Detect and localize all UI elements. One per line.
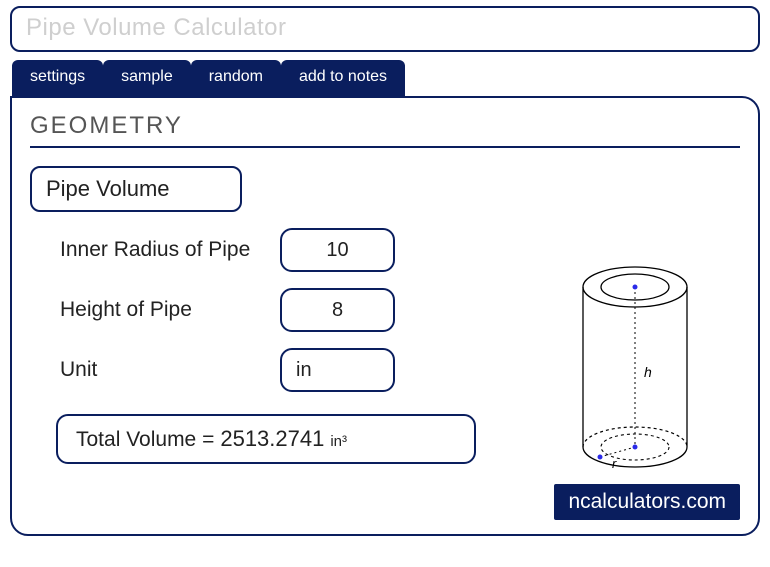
radius-line <box>600 447 635 457</box>
result-value: 2513.2741 <box>220 426 324 452</box>
fields: Inner Radius of Pipe 10 Height of Pipe 8… <box>30 222 550 497</box>
label-unit: Unit <box>60 357 280 383</box>
tab-add-to-notes[interactable]: add to notes <box>281 60 405 96</box>
input-height[interactable]: 8 <box>280 288 395 332</box>
page-title-box: Pipe Volume Calculator <box>10 6 760 52</box>
row-unit: Unit in <box>60 348 550 392</box>
row-inner-radius: Inner Radius of Pipe 10 <box>60 228 550 272</box>
brand-badge: ncalculators.com <box>554 484 740 520</box>
center-bottom-point <box>633 445 638 450</box>
label-r: r <box>612 456 617 471</box>
calculator-panel: GEOMETRY Pipe Volume Inner Radius of Pip… <box>10 96 760 536</box>
radius-end-point <box>598 455 603 460</box>
subtitle-box: Pipe Volume <box>30 166 242 212</box>
form-area: Inner Radius of Pipe 10 Height of Pipe 8… <box>30 222 740 497</box>
label-height: Height of Pipe <box>60 297 280 323</box>
input-unit[interactable]: in <box>280 348 395 392</box>
pipe-diagram-svg: h r <box>550 252 720 492</box>
tab-random[interactable]: random <box>191 60 281 96</box>
tab-sample[interactable]: sample <box>103 60 191 96</box>
row-height: Height of Pipe 8 <box>60 288 550 332</box>
tab-settings[interactable]: settings <box>12 60 103 96</box>
result-box: Total Volume = 2513.2741 in³ <box>56 414 476 464</box>
result-unit: in³ <box>330 433 347 450</box>
page-title: Pipe Volume Calculator <box>26 14 286 41</box>
section-title: GEOMETRY <box>30 112 740 148</box>
subtitle: Pipe Volume <box>46 176 170 201</box>
label-inner-radius: Inner Radius of Pipe <box>60 237 280 263</box>
input-inner-radius[interactable]: 10 <box>280 228 395 272</box>
center-top-point <box>633 285 638 290</box>
tabs: settings sample random add to notes <box>12 60 760 96</box>
pipe-diagram: h r <box>550 222 740 497</box>
label-h: h <box>644 364 652 380</box>
result-label: Total Volume = <box>76 428 214 452</box>
